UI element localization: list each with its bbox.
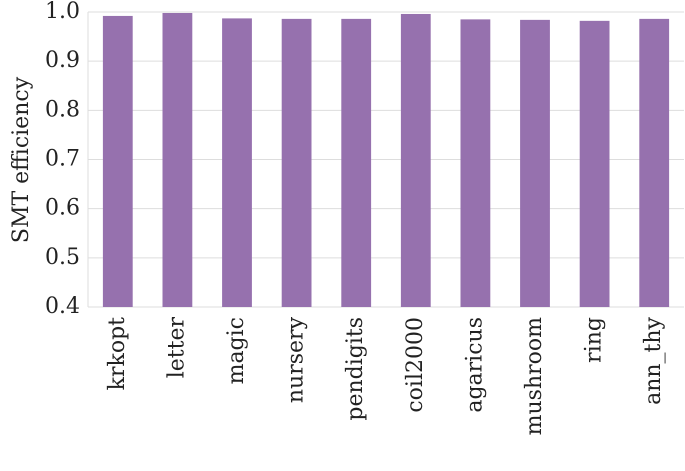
x-tick-label: letter xyxy=(164,317,189,379)
bar xyxy=(281,18,312,308)
y-tick-label: 0.9 xyxy=(45,48,80,73)
x-tick-label: magic xyxy=(224,317,249,384)
x-tick-label: ann_thy xyxy=(641,316,666,404)
x-tick-label: krkopt xyxy=(105,317,130,391)
bar xyxy=(520,19,550,307)
y-tick-label: 1.0 xyxy=(45,0,80,24)
y-axis-label: SMT efficiency xyxy=(9,76,34,243)
bar xyxy=(579,20,610,307)
x-tick-label: pendigits xyxy=(343,317,368,421)
bar xyxy=(341,18,372,308)
bar xyxy=(222,18,252,308)
x-tick-label: coil2000 xyxy=(403,317,428,413)
bar xyxy=(400,13,431,307)
y-tick-label: 0.4 xyxy=(45,294,80,319)
bar xyxy=(639,18,670,308)
bar xyxy=(102,15,133,308)
bar xyxy=(162,12,193,307)
y-tick-label: 0.6 xyxy=(45,196,80,221)
y-tick-label: 0.5 xyxy=(45,245,80,270)
bar xyxy=(460,19,491,307)
x-tick-label: nursery xyxy=(284,316,309,403)
y-tick-label: 0.8 xyxy=(45,97,80,122)
x-tick-label: agaricus xyxy=(462,317,487,413)
y-tick-label: 0.7 xyxy=(45,147,80,172)
x-tick-label: ring xyxy=(582,317,607,363)
x-tick-label: mushroom xyxy=(522,317,547,435)
